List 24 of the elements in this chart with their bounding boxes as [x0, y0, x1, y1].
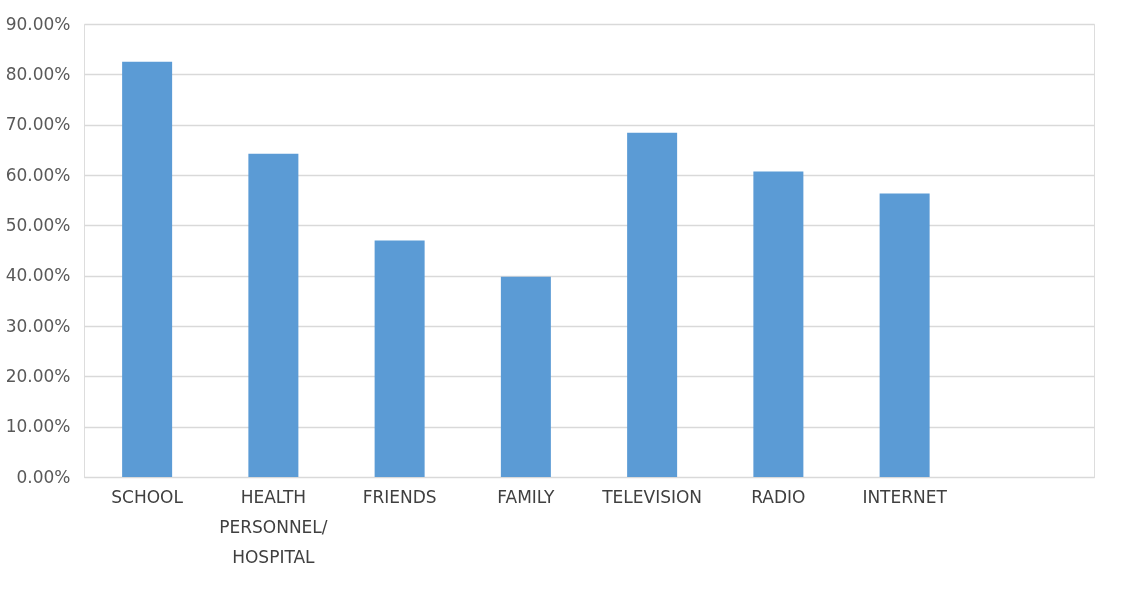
x-tick-label: FAMILY	[497, 486, 556, 507]
y-tick-label: 50.00%	[5, 214, 71, 235]
y-tick-label: 10.00%	[5, 416, 71, 437]
y-tick-label: 0.00%	[16, 466, 71, 487]
y-tick-label: 70.00%	[5, 114, 71, 135]
bar	[753, 171, 804, 477]
bar	[248, 153, 299, 477]
x-tick-label: HEALTH PERSONNEL/ HOSPITAL	[219, 486, 328, 567]
y-tick-label: 80.00%	[5, 63, 71, 84]
bar	[122, 61, 173, 477]
x-tick-label: TELEVISION	[601, 486, 703, 507]
y-tick-label: 90.00%	[5, 13, 71, 34]
bar	[374, 240, 425, 477]
bar	[627, 132, 678, 477]
y-tick-label: 40.00%	[5, 265, 71, 286]
y-tick-label: 20.00%	[5, 365, 71, 386]
x-tick-label: SCHOOL	[111, 486, 184, 507]
x-tick-label: INTERNET	[862, 486, 948, 507]
bar	[500, 276, 551, 477]
y-tick-label: 60.00%	[5, 164, 71, 185]
x-tick-label: FRIENDS	[362, 486, 437, 507]
y-tick-label: 30.00%	[5, 315, 71, 336]
x-tick-label: RADIO	[751, 486, 806, 507]
bar	[879, 193, 930, 477]
